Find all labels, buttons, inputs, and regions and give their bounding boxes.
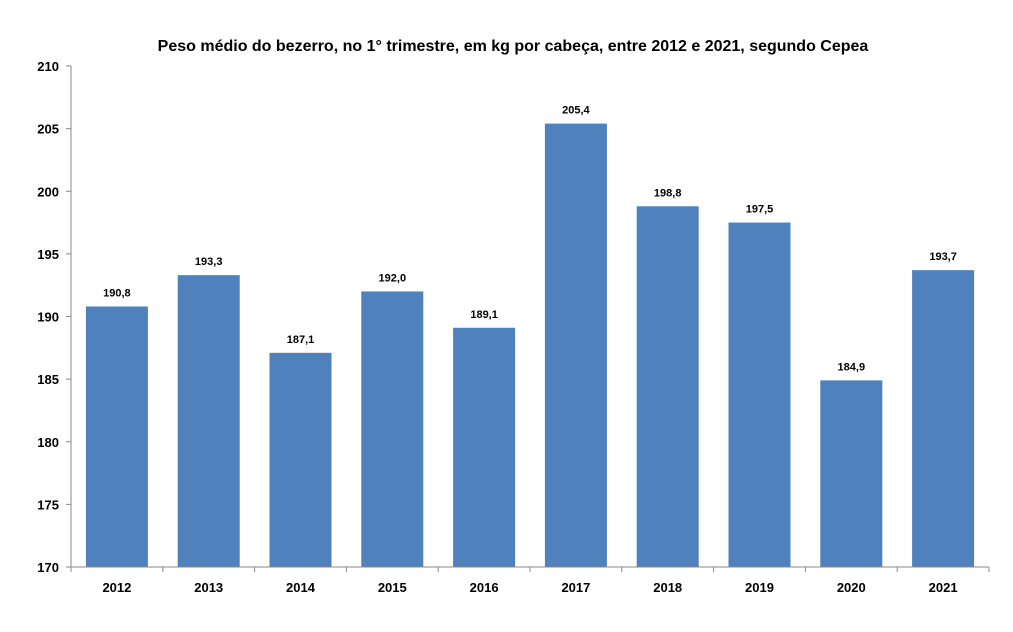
bar: [912, 270, 975, 567]
y-tick-label: 185: [37, 372, 59, 387]
bar: [453, 327, 516, 567]
y-tick-label: 210: [37, 59, 59, 74]
bar: [544, 123, 607, 568]
x-tick-label: 2020: [837, 580, 866, 595]
x-tick-label: 2015: [378, 580, 407, 595]
y-tick-label: 175: [37, 497, 59, 512]
data-label: 184,9: [838, 361, 866, 373]
x-tick-label: 2013: [194, 580, 223, 595]
y-tick-label: 180: [37, 435, 59, 450]
x-tick-label: 2018: [653, 580, 682, 595]
chart-title: Peso médio do bezerro, no 1° trimestre, …: [158, 38, 869, 55]
x-axis-ticks: 2012 2013 2014 2015 2016 2017 2018 2019 2020 2021: [70, 567, 990, 595]
data-label: 187,1: [287, 334, 315, 346]
x-tick-label: 2016: [470, 580, 499, 595]
x-tick-label: 2021: [929, 580, 958, 595]
x-tick-label: 2012: [102, 580, 131, 595]
x-tick-label: 2019: [745, 580, 774, 595]
bar: [269, 352, 332, 567]
data-label: 189,1: [470, 309, 498, 321]
data-label: 193,7: [929, 251, 957, 263]
x-tick-label: 2017: [561, 580, 590, 595]
bar: [728, 222, 791, 567]
bar: [636, 206, 699, 567]
y-tick-label: 195: [37, 247, 59, 262]
data-labels: 190,8 193,3 187,1 192,0 189,1 205,4 198,8 197,5…: [103, 105, 957, 374]
data-label: 205,4: [562, 105, 590, 117]
y-tick-label: 190: [37, 310, 59, 325]
x-tick-label: 2014: [286, 580, 316, 595]
y-axis-ticks: 170 175 180 185 190 195 200 205 210: [37, 59, 71, 575]
data-label: 197,5: [746, 204, 774, 216]
bar: [177, 275, 240, 567]
data-label: 190,8: [103, 287, 131, 299]
data-label: 198,8: [654, 187, 682, 199]
y-tick-label: 205: [37, 122, 59, 137]
bar: [361, 291, 424, 567]
y-tick-label: 170: [37, 560, 59, 575]
data-label: 192,0: [379, 272, 407, 284]
data-label: 193,3: [195, 256, 223, 268]
bar: [85, 306, 148, 567]
bars: [85, 123, 975, 568]
y-tick-label: 200: [37, 184, 59, 199]
bar: [820, 380, 883, 567]
